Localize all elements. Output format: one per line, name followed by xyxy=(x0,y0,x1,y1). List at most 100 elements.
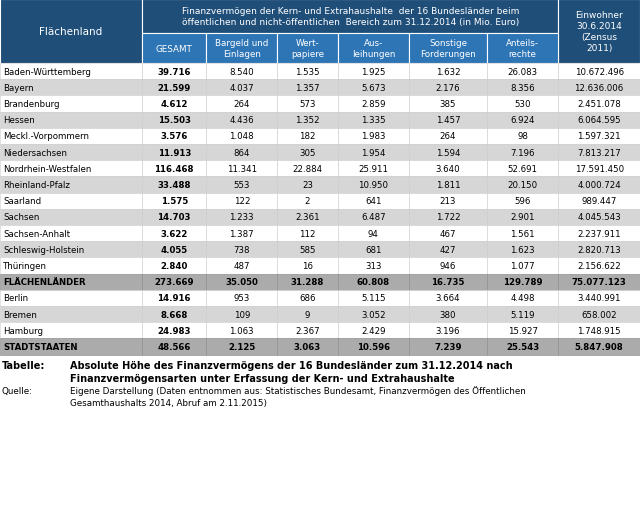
Bar xyxy=(142,0,558,34)
Bar xyxy=(277,323,338,339)
Text: 26.083: 26.083 xyxy=(508,68,538,76)
Bar xyxy=(206,242,277,258)
Text: 264: 264 xyxy=(440,132,456,141)
Text: 1.352: 1.352 xyxy=(295,116,320,125)
Text: Bayern: Bayern xyxy=(3,84,34,92)
Bar xyxy=(409,323,487,339)
Text: 1.623: 1.623 xyxy=(510,245,535,255)
Text: 487: 487 xyxy=(234,262,250,271)
Text: Schleswig-Holstein: Schleswig-Holstein xyxy=(3,245,84,255)
Text: 1.233: 1.233 xyxy=(230,213,254,222)
Bar xyxy=(558,113,640,129)
Bar xyxy=(487,64,558,80)
Bar xyxy=(0,274,142,290)
Bar xyxy=(409,64,487,80)
Bar xyxy=(558,177,640,193)
Bar xyxy=(338,242,409,258)
Bar xyxy=(487,258,558,274)
Bar xyxy=(142,258,206,274)
Text: 8.356: 8.356 xyxy=(510,84,535,92)
Bar xyxy=(487,193,558,210)
Bar xyxy=(277,226,338,242)
Text: 3.440.991: 3.440.991 xyxy=(577,294,621,303)
Text: 738: 738 xyxy=(234,245,250,255)
Bar xyxy=(142,34,206,64)
Bar xyxy=(0,307,142,323)
Text: 8.668: 8.668 xyxy=(161,310,188,319)
Text: 2.156.622: 2.156.622 xyxy=(577,262,621,271)
Bar xyxy=(338,226,409,242)
Text: Hessen: Hessen xyxy=(3,116,35,125)
Text: 5.115: 5.115 xyxy=(361,294,386,303)
Bar xyxy=(142,96,206,113)
Bar xyxy=(487,274,558,290)
Text: 1.077: 1.077 xyxy=(510,262,535,271)
Text: Rheinland-Pfalz: Rheinland-Pfalz xyxy=(3,181,70,189)
Bar xyxy=(338,339,409,355)
Text: 3.664: 3.664 xyxy=(436,294,460,303)
Bar xyxy=(487,34,558,64)
Bar xyxy=(142,64,206,80)
Text: 94: 94 xyxy=(368,229,379,238)
Text: GESAMT: GESAMT xyxy=(156,44,193,54)
Bar xyxy=(206,258,277,274)
Bar xyxy=(558,307,640,323)
Bar xyxy=(0,177,142,193)
Bar xyxy=(409,290,487,307)
Bar xyxy=(0,64,142,80)
Text: 3.052: 3.052 xyxy=(361,310,386,319)
Bar xyxy=(338,258,409,274)
Bar xyxy=(206,274,277,290)
Bar xyxy=(206,323,277,339)
Bar xyxy=(338,290,409,307)
Text: 6.064.595: 6.064.595 xyxy=(577,116,621,125)
Text: 6.487: 6.487 xyxy=(361,213,386,222)
Text: 10.596: 10.596 xyxy=(356,342,390,351)
Text: 1.335: 1.335 xyxy=(361,116,386,125)
Bar xyxy=(206,226,277,242)
Bar xyxy=(487,290,558,307)
Bar xyxy=(277,113,338,129)
Text: 9: 9 xyxy=(305,310,310,319)
Text: 1.983: 1.983 xyxy=(361,132,385,141)
Bar xyxy=(558,258,640,274)
Bar xyxy=(206,177,277,193)
Bar xyxy=(0,145,142,161)
Bar xyxy=(487,226,558,242)
Bar xyxy=(206,145,277,161)
Text: 5.673: 5.673 xyxy=(361,84,386,92)
Bar xyxy=(277,290,338,307)
Bar xyxy=(338,145,409,161)
Text: 380: 380 xyxy=(440,310,456,319)
Text: Finanzvermögen der Kern- und Extrahaushalte  der 16 Bundesländer beim
öffentlich: Finanzvermögen der Kern- und Extrahausha… xyxy=(182,7,519,27)
Text: 116.468: 116.468 xyxy=(154,165,194,173)
Bar xyxy=(409,193,487,210)
Text: 467: 467 xyxy=(440,229,456,238)
Text: Sachsen-Anhalt: Sachsen-Anhalt xyxy=(3,229,70,238)
Bar xyxy=(206,193,277,210)
Text: 3.063: 3.063 xyxy=(294,342,321,351)
Text: Meckl.-Vorpommern: Meckl.-Vorpommern xyxy=(3,132,89,141)
Bar xyxy=(409,307,487,323)
Bar xyxy=(409,242,487,258)
Bar xyxy=(142,274,206,290)
Text: 11.341: 11.341 xyxy=(227,165,257,173)
Text: 686: 686 xyxy=(300,294,316,303)
Text: 16: 16 xyxy=(302,262,313,271)
Bar xyxy=(277,307,338,323)
Text: 1.063: 1.063 xyxy=(230,326,254,335)
Text: 1.561: 1.561 xyxy=(510,229,535,238)
Bar xyxy=(338,129,409,145)
Bar xyxy=(142,307,206,323)
Bar xyxy=(338,34,409,64)
Bar xyxy=(142,339,206,355)
Bar xyxy=(0,0,142,64)
Text: Wert-
papiere: Wert- papiere xyxy=(291,39,324,59)
Bar xyxy=(409,177,487,193)
Text: 1.575: 1.575 xyxy=(161,197,188,206)
Bar xyxy=(142,113,206,129)
Bar xyxy=(0,258,142,274)
Text: 8.540: 8.540 xyxy=(230,68,254,76)
Text: 1.535: 1.535 xyxy=(295,68,320,76)
Text: 129.789: 129.789 xyxy=(503,278,543,287)
